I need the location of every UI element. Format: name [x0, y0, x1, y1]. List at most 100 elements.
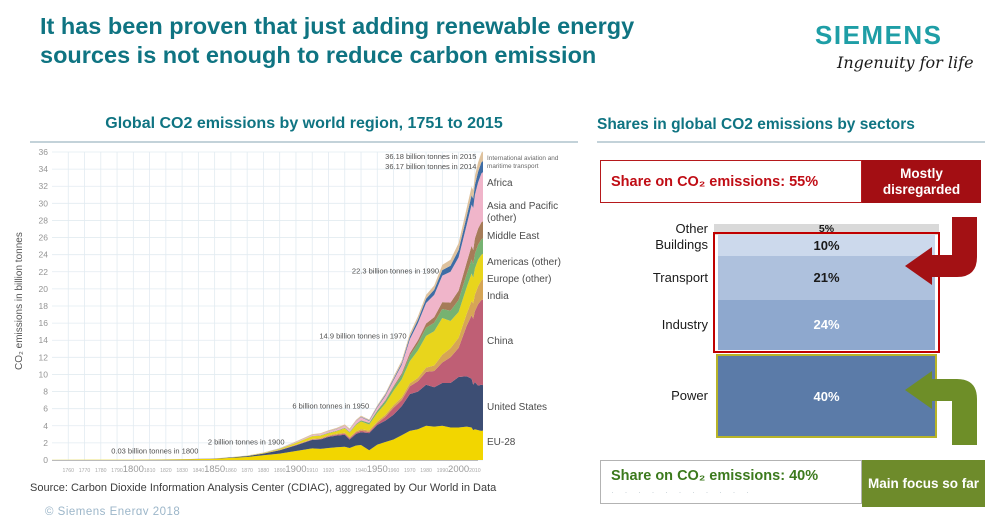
x-tick-label: 1940	[355, 468, 367, 474]
legend-international-aviation-and-maritime-transport: International aviation and maritime tran…	[487, 155, 559, 170]
chart-annotation: 0.03 billion tonnes in 1800	[111, 447, 198, 456]
right-chart-title: Shares in global CO2 emissions by sector…	[597, 116, 915, 133]
share-55-banner: Share on CO₂ emissions: 55%	[600, 160, 862, 203]
right-title-rule	[597, 141, 985, 143]
siemens-logo: SIEMENS Ingenuity for life	[815, 20, 985, 72]
chart-annotation: 2 billion tonnes in 1900	[208, 438, 285, 447]
chart-annotation: 36.18 billion tonnes in 2015	[385, 152, 476, 161]
sector-label-column: Other Buildings Transport Industry Power	[575, 221, 708, 438]
x-tick-label: 1870	[241, 468, 253, 474]
y-tick-label: 4	[43, 421, 48, 431]
bar-segment-power: 40%	[716, 354, 937, 438]
legend-asia-and-pacific-other-: Asia and Pacific (other)	[487, 201, 559, 224]
y-axis-label: CO₂ emissions in billion tonnes	[14, 232, 25, 370]
x-tick-label: 1840	[193, 468, 205, 474]
x-tick-label: 1920	[323, 468, 335, 474]
y-tick-label: 34	[39, 164, 49, 174]
mostly-disregarded-tag: Mostly disregarded	[862, 160, 981, 203]
x-tick-label: 1980	[420, 468, 432, 474]
left-chart-title: Global CO2 emissions by world region, 17…	[105, 115, 503, 132]
x-tick-label: 1880	[258, 468, 270, 474]
x-tick-label: 1790	[111, 468, 123, 474]
y-tick-label: 32	[39, 181, 49, 191]
siemens-tagline: Ingenuity for life	[837, 53, 974, 72]
x-tick-label: 1810	[144, 468, 156, 474]
y-tick-label: 18	[39, 301, 49, 311]
chart-annotation: 14.9 billion tonnes in 1970	[319, 332, 406, 341]
y-tick-label: 16	[39, 318, 49, 328]
area-series-united-states	[52, 376, 483, 460]
share-40-label: Share on CO₂ emissions: 40%	[611, 467, 819, 484]
slide-title-line1: It has been proven that just adding rene…	[40, 13, 635, 39]
x-tick-label: 1800	[123, 464, 144, 475]
y-tick-label: 22	[39, 267, 49, 277]
x-tick-label: 1900	[285, 464, 306, 475]
legend-india: India	[487, 291, 509, 302]
y-tick-label: 28	[39, 215, 49, 225]
slide-title: It has been proven that just adding rene…	[40, 12, 780, 70]
y-tick-label: 12	[39, 352, 49, 362]
x-tick-label: 1970	[404, 468, 416, 474]
x-tick-label: 1770	[79, 468, 91, 474]
y-tick-label: 30	[39, 198, 49, 208]
y-tick-label: 10	[39, 369, 49, 379]
x-tick-label: 1930	[339, 468, 351, 474]
share-40-banner: Share on CO₂ emissions: 40% · · · · · · …	[600, 460, 862, 504]
y-tick-label: 6	[43, 404, 48, 414]
x-tick-label: 1960	[388, 468, 400, 474]
x-tick-label: 1830	[176, 468, 188, 474]
x-tick-label: 1910	[306, 468, 318, 474]
x-tick-label: 1860	[225, 468, 237, 474]
faded-text-remnant: · · · · · · · · · · ·	[611, 486, 753, 497]
sector-label-industry: Industry	[661, 316, 708, 332]
x-tick-label: 1950	[367, 464, 388, 475]
bar-value-label: 40%	[813, 388, 840, 404]
x-tick-label: 1990	[437, 468, 449, 474]
bar-segment-transport: 21%	[718, 255, 935, 300]
sector-share-bar: 5% 10% 21% 24% 40%	[713, 223, 940, 438]
y-tick-label: 2	[43, 438, 48, 448]
legend-eu-28: EU-28	[487, 437, 516, 448]
legend-china: China	[487, 336, 514, 347]
y-tick-label: 36	[39, 147, 49, 157]
legend-africa: Africa	[487, 178, 513, 189]
y-tick-label: 14	[39, 335, 49, 345]
red-arrow-left-icon	[905, 217, 977, 285]
x-tick-label: 1760	[62, 468, 74, 474]
sector-label-power: Power	[671, 388, 708, 403]
source-note: Source: Carbon Dioxide Information Analy…	[30, 482, 497, 494]
legend-middle-east: Middle East	[487, 231, 540, 242]
legend-americas-other-: Americas (other)	[487, 257, 561, 268]
green-arrow-left-icon	[905, 371, 977, 445]
sector-label-transport: Transport	[652, 269, 708, 285]
legend-europe-other-: Europe (other)	[487, 274, 552, 285]
x-tick-label: 1850	[204, 464, 225, 475]
bar-segment-buildings: 10%	[718, 234, 935, 256]
x-tick-label: 2010	[469, 468, 481, 474]
y-tick-label: 20	[39, 284, 49, 294]
left-title-rule	[30, 141, 578, 143]
chart-annotation: 22.3 billion tonnes in 1990	[352, 266, 439, 275]
siemens-logo-wordmark: SIEMENS	[815, 20, 943, 50]
share-55-label: Share on CO₂ emissions: 55%	[611, 173, 819, 190]
y-tick-label: 0	[43, 455, 48, 465]
x-tick-label: 1890	[274, 468, 286, 474]
bar-value-label: 24%	[813, 317, 840, 333]
area-series-eu-28	[52, 425, 483, 460]
sector-label-buildings: Buildings	[655, 237, 708, 252]
x-tick-label: 2000	[448, 464, 469, 475]
bar-value-label: 10%	[813, 237, 840, 253]
bar-segment-industry: 24%	[718, 299, 935, 350]
slide-title-line2: sources is not enough to reduce carbon e…	[40, 42, 597, 68]
chart-annotation: 36.17 billion tonnes in 2014	[385, 162, 476, 171]
y-tick-label: 24	[39, 250, 49, 260]
red-highlight-box	[713, 232, 940, 353]
x-tick-label: 1780	[95, 468, 107, 474]
y-tick-label: 8	[43, 387, 48, 397]
copyright-footer: © Siemens Energy 2018	[45, 506, 181, 515]
sector-label-other: Other	[675, 221, 708, 237]
chart-annotation: 6 billion tonnes in 1950	[292, 402, 369, 411]
main-focus-tag: Main focus so far	[862, 460, 985, 507]
